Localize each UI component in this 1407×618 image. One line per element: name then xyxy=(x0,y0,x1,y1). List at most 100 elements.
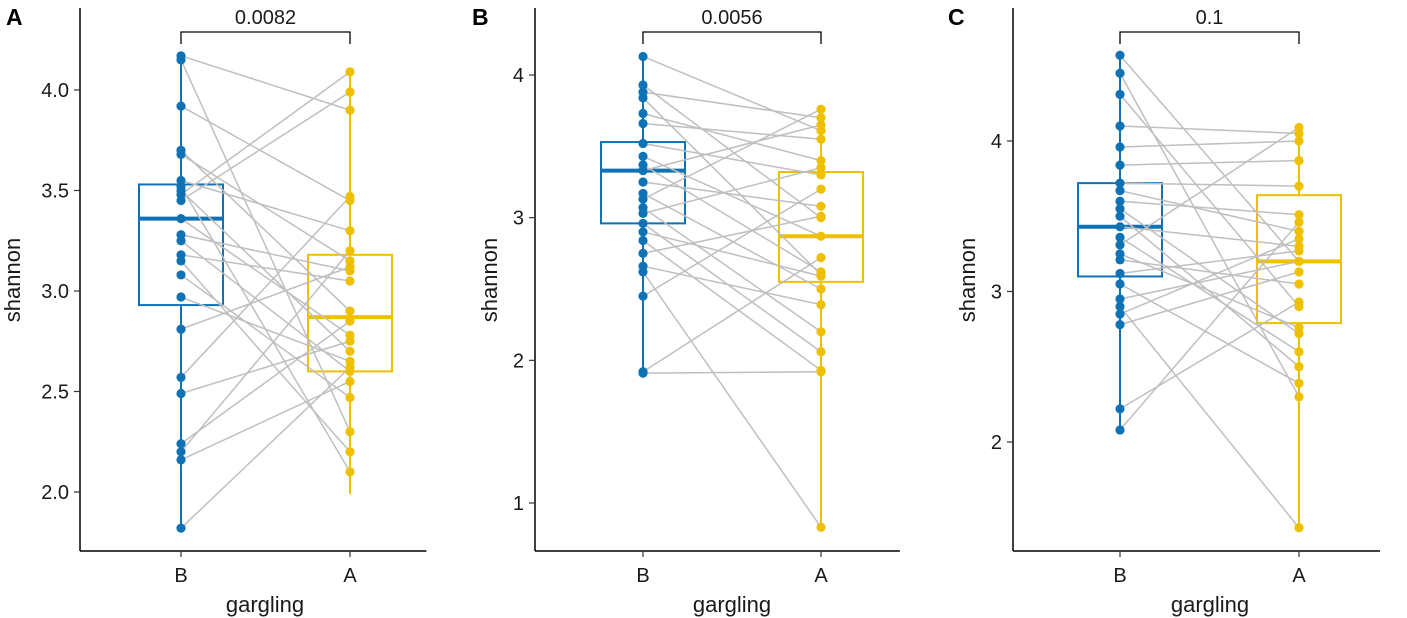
pair-line xyxy=(180,55,351,111)
pair-line xyxy=(642,222,822,353)
pair-line xyxy=(1119,140,1300,148)
pair-line xyxy=(1119,72,1300,398)
point-a xyxy=(1294,181,1304,191)
points xyxy=(176,51,355,533)
point-b xyxy=(638,151,648,161)
pair-line xyxy=(180,260,351,453)
point-b xyxy=(638,138,648,149)
point-b xyxy=(176,195,186,206)
point-b xyxy=(176,214,186,224)
pair-line xyxy=(642,142,822,176)
pair-line xyxy=(642,231,822,277)
pair-line xyxy=(642,164,822,273)
point-b xyxy=(1115,294,1125,304)
point-b xyxy=(176,439,186,449)
pair-line xyxy=(642,55,822,132)
x-axis-title: gargling xyxy=(693,592,771,617)
pair-line xyxy=(642,188,822,297)
pair-line xyxy=(642,122,822,140)
y-tick-label: 4 xyxy=(991,131,1002,153)
point-a xyxy=(816,134,826,144)
point-a xyxy=(1294,323,1304,333)
point-b xyxy=(176,455,186,465)
point-b xyxy=(1115,160,1125,170)
pair-line xyxy=(642,207,822,333)
pair-line xyxy=(180,274,351,399)
point-b xyxy=(638,235,648,246)
point-a xyxy=(345,316,355,326)
point-b xyxy=(1115,240,1125,250)
point-a xyxy=(345,276,355,286)
point-b xyxy=(1115,268,1125,279)
point-b xyxy=(638,80,648,90)
significance-bracket xyxy=(1119,31,1300,44)
pair-line xyxy=(642,215,822,255)
point-b xyxy=(1115,121,1125,131)
pair-line xyxy=(642,108,822,200)
y-tick-label: 2 xyxy=(513,350,524,372)
pair-line xyxy=(1119,238,1300,315)
panel-letter: B xyxy=(472,4,489,30)
y-tick-label: 3.5 xyxy=(41,181,69,203)
pair-line xyxy=(642,124,822,172)
y-tick-label: 2 xyxy=(991,432,1002,454)
x-tick-label: B xyxy=(636,565,649,587)
point-b xyxy=(638,51,648,62)
pair-line xyxy=(180,179,351,232)
point-b xyxy=(176,55,186,65)
point-a xyxy=(816,211,826,221)
x-axis-title: gargling xyxy=(1171,592,1249,617)
x-tick-label: A xyxy=(814,565,828,587)
point-b xyxy=(1115,301,1125,312)
pair-line xyxy=(1119,159,1300,166)
pair-line xyxy=(180,320,351,445)
point-a xyxy=(345,226,355,236)
point-b xyxy=(1115,204,1125,214)
point-a xyxy=(816,300,826,310)
y-tick-label: 3 xyxy=(991,282,1002,304)
point-b xyxy=(176,292,186,302)
point-a xyxy=(345,67,355,77)
point-b xyxy=(176,447,186,457)
pair-line xyxy=(642,91,822,119)
point-a xyxy=(816,271,826,281)
point-a xyxy=(816,156,826,166)
pair-lines xyxy=(180,55,351,529)
point-b xyxy=(1115,222,1125,232)
point-b xyxy=(638,165,648,176)
pair-line xyxy=(180,266,351,330)
point-a xyxy=(816,347,826,357)
y-tick-label: 3 xyxy=(513,208,524,230)
point-a xyxy=(1294,246,1304,256)
point-a xyxy=(816,120,826,130)
pair-line xyxy=(642,97,822,276)
y-tick-label: 1 xyxy=(513,493,524,515)
pair-line xyxy=(1119,271,1300,326)
point-a xyxy=(345,447,355,457)
pair-lines xyxy=(1119,54,1300,529)
point-a xyxy=(345,392,355,403)
y-axis-title: shannon xyxy=(477,238,502,322)
point-a xyxy=(816,201,826,211)
point-a xyxy=(345,376,355,387)
point-b xyxy=(1115,142,1125,152)
pair-line xyxy=(1119,260,1300,300)
pair-line xyxy=(1119,301,1300,410)
point-b xyxy=(176,523,186,533)
point-a xyxy=(345,346,355,356)
point-b xyxy=(176,256,186,266)
point-a xyxy=(1294,279,1304,289)
point-b xyxy=(176,149,186,159)
point-a xyxy=(816,184,826,194)
point-b xyxy=(176,101,186,111)
pair-lines xyxy=(642,55,822,528)
pair-line xyxy=(642,256,822,373)
point-b xyxy=(1115,404,1125,414)
point-a xyxy=(345,427,355,437)
point-a xyxy=(1294,155,1304,166)
point-b xyxy=(176,372,186,383)
point-a xyxy=(1294,234,1304,244)
